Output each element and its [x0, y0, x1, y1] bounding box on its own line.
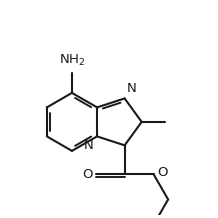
Text: N: N	[84, 138, 94, 152]
Text: O: O	[157, 166, 167, 179]
Text: NH$_2$: NH$_2$	[59, 53, 85, 68]
Text: O: O	[82, 168, 92, 181]
Text: N: N	[127, 82, 136, 95]
